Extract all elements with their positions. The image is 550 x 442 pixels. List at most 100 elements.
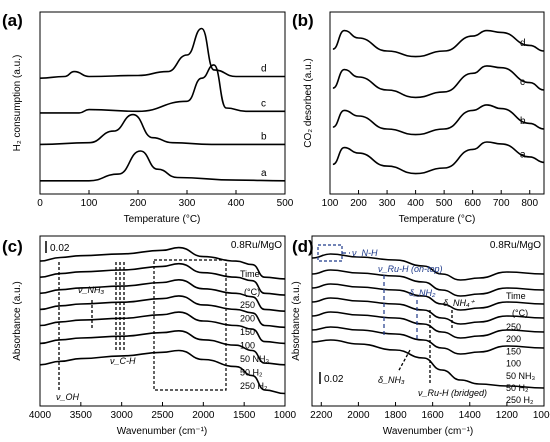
xtick-label: 300 [179,198,196,209]
panel-b-frame [329,11,545,195]
panel-d-series-labels: 250 200 150 100 50 NH₃ 50 H₂ 250 H₂ [506,322,536,405]
xtick-label: 0 [37,198,43,209]
panel-d-nh3-leader [397,349,411,373]
xtick-label: 1000 [533,410,550,421]
series-label: 50 H₂ [506,383,529,393]
xtick-label: 100 [81,198,98,209]
curve-label: a [520,149,526,160]
series-line-a [40,150,286,182]
series-line-50-H₂ [39,329,286,366]
curve-label: c [520,77,525,88]
xtick-label: 1500 [233,410,256,421]
xtick-label: 400 [407,198,424,209]
panel-d: (d) Absorbance (a.u.) Wavenumber (cm⁻¹) … [291,235,550,437]
xtick-label: 300 [379,198,396,209]
curve-label: c [261,98,266,109]
panel-c-ann-oh: ν_OH [56,392,80,402]
xtick-label: 4000 [29,410,52,421]
panel-a-ylabel: H₂ consumption (a.u.) [12,55,23,152]
panel-d-ann-nh4: δ_NH₄⁺ [443,298,476,308]
series-label: 50 NH₃ [240,354,270,364]
panel-d-ylabel: Absorbance (a.u.) [291,281,302,361]
panel-d-ann-nh3: δ_NH₃ [378,375,405,385]
panel-d-unit: (°C) [512,308,528,318]
panel-c-scalebar-label: 0.02 [50,243,70,254]
xtick-label: 2000 [347,410,370,421]
series-line-100 [39,295,286,329]
xtick-label: 3000 [111,410,134,421]
series-line-b [39,113,285,146]
panel-c-annotations: ν_NH₃ ν_C-H ν_OH [56,259,227,402]
xtick-label: 2500 [151,410,174,421]
panel-b-curves: d c b a [332,29,545,175]
panel-a-curves: d c b a [39,27,286,182]
series-line-d [39,27,285,79]
panel-c-unit: (°C) [244,287,260,297]
xtick-label: 2000 [192,410,215,421]
series-line-d [332,29,545,58]
xtick-label: 3500 [70,410,93,421]
xtick-label: 500 [277,198,294,209]
series-label: 250 H₂ [506,395,534,405]
series-line-50-H₂ [311,326,545,355]
xtick-label: 2200 [310,410,333,421]
xtick-label: 1600 [422,410,445,421]
panel-d-ann-ruh-bridged: ν_Ru-H (bridged) [418,388,487,398]
series-label: 250 [240,300,255,310]
xtick-label: 700 [493,198,510,209]
panel-b-label: (b) [292,11,314,30]
panel-d-nh-box [317,244,343,262]
series-line-150 [39,278,286,312]
curve-label: b [261,131,267,142]
xtick-label: 200 [130,198,147,209]
xtick-label: 100 [322,198,339,209]
panel-c-title: 0.8Ru/MgO [231,240,282,251]
xtick-label: 800 [521,198,538,209]
panel-c-ylabel: Absorbance (a.u.) [12,281,23,361]
series-label: 100 [240,341,255,351]
panel-d-ann-nh: ν_N-H [352,248,378,258]
panel-a-xlabel: Temperature (°C) [124,214,201,225]
panel-d-ann-ruh-top: ν_Ru-H (on-top) [378,264,443,274]
series-label: 200 [506,334,521,344]
series-line-100 [311,297,545,325]
xtick-label: 600 [464,198,481,209]
series-label: 50 H₂ [240,368,263,378]
series-label: 150 [240,327,255,337]
series-line-200 [39,262,286,296]
panel-d-annotations: ν_N-H ν_Ru-H (on-top) δ_NH₂ δ_NH₄⁺ δ_NH₃… [317,244,487,398]
curve-label: d [520,38,526,49]
series-line-250-H₂ [311,339,545,389]
curve-label: d [261,64,267,75]
panel-d-time-label: Time [506,291,526,301]
panel-c-label: (c) [2,237,23,256]
series-line-b [332,104,545,136]
curve-label: b [520,116,526,127]
panel-c-curves [39,246,286,395]
series-line-c [40,64,285,114]
series-label: 200 [240,314,255,324]
panel-c-time-label: Time [240,269,260,279]
panel-d-ann-nh2: δ_NH₂ [409,288,436,298]
panel-d-xlabel: Wavenumber (cm⁻¹) [383,426,473,437]
panel-b: (b) CO₂ desorbed (a.u.) Temperature (°C)… [292,11,545,225]
panel-c-ann-ch: ν_C-H [110,356,136,366]
series-label: 250 [506,322,521,332]
series-line-200 [311,269,545,297]
panel-d-frame [311,235,545,407]
panel-b-ylabel: CO₂ desorbed (a.u.) [303,58,314,147]
series-line-250-H₂ [39,349,286,395]
series-line-150 [311,283,545,311]
panel-d-curves [311,253,545,389]
xtick-label: 1000 [274,410,297,421]
series-label: 100 [506,359,521,369]
panel-c-ann-nh3: ν_NH₃ [78,285,105,295]
panel-a-frame [39,11,286,195]
series-line-50-NH₃ [39,311,286,345]
panel-c-series-labels: 250 200 150 100 50 NH₃ 50 H₂ 250 H₂ [240,300,270,391]
panel-c-region-box [153,259,227,391]
panel-a-xticks: 0 100 200 300 400 500 [37,190,294,209]
xtick-label: 400 [228,198,245,209]
xtick-label: 1400 [459,410,482,421]
